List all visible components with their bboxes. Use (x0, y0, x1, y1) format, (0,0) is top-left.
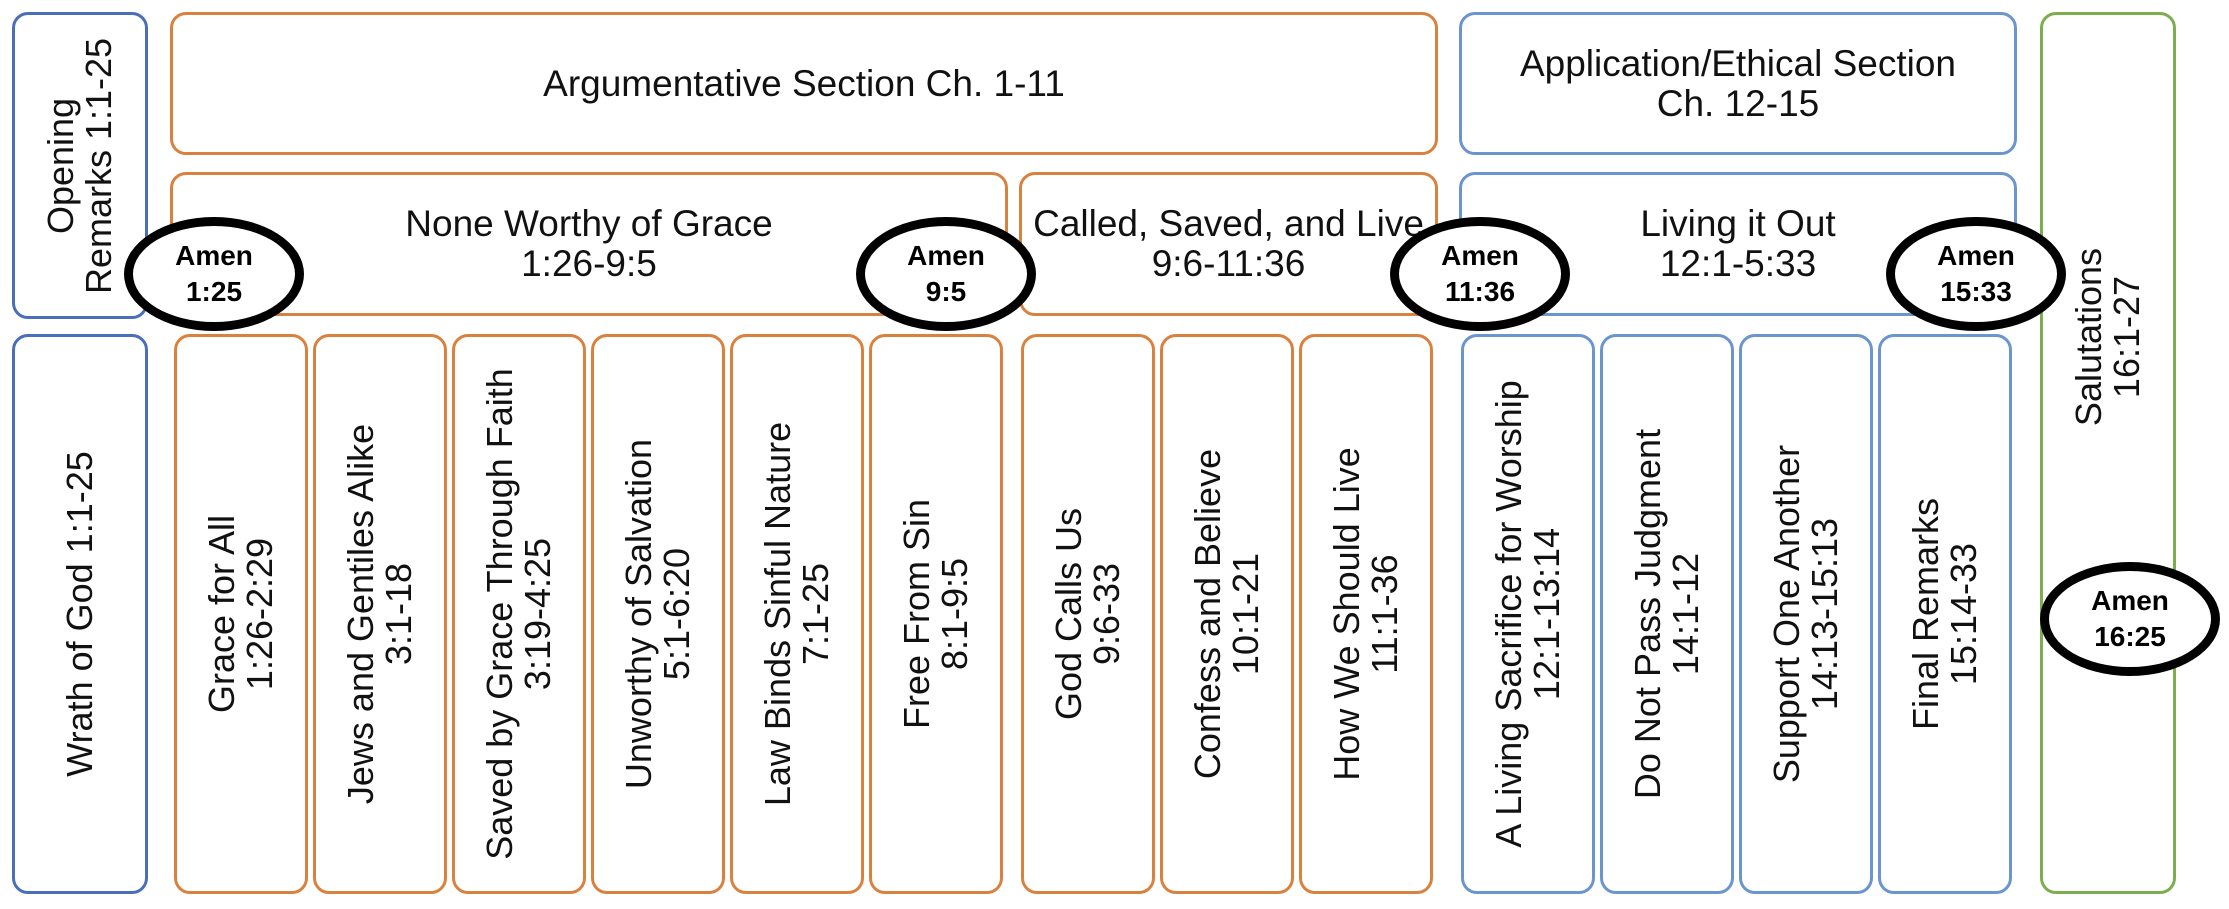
column-title: Confess and Believe (1187, 448, 1228, 780)
column-how-we-should-live: How We Should Live 11:1-36 (1299, 334, 1433, 894)
column-do-not-pass-judgment: Do Not Pass Judgment 14:1-12 (1600, 334, 1734, 894)
column-ref: 5:1-6:20 (656, 547, 697, 681)
living-it-out-line1: Living it Out (1640, 203, 1836, 244)
column-final-remarks: Final Remarks 15:14-33 (1878, 334, 2012, 894)
amen-word: Amen (1937, 240, 2015, 271)
column-free-from-sin: Free From Sin 8:1-9:5 (869, 334, 1003, 894)
column-title: Law Binds Sinful Nature (757, 421, 798, 807)
column-title: Support One Another (1766, 444, 1807, 784)
column-support-one-another: Support One Another 14:13-15:13 (1739, 334, 1873, 894)
column-title: A Living Sacrifice for Worship (1488, 380, 1529, 848)
salutations-label: Salutations 16:1-27 (2068, 247, 2147, 427)
argumentative-section-title: Argumentative Section Ch. 1-11 (543, 62, 1065, 104)
column-grace-for-all: Grace for All 1:26-2:29 (174, 334, 308, 894)
column-ref: 15:14-33 (1943, 542, 1984, 686)
column-title: Saved by Grace Through Faith (479, 368, 521, 860)
column-title: Unworthy of Salvation (618, 438, 659, 790)
column-title: Jews and Gentiles Alike (340, 423, 382, 805)
none-worthy-box: None Worthy of Grace 1:26-9:5 (170, 172, 1008, 316)
amen-word: Amen (1441, 240, 1519, 271)
amen-ref: 1:25 (185, 276, 243, 307)
column-ref: 10:1-21 (1225, 552, 1266, 676)
column-ref: 9:6-33 (1086, 562, 1127, 666)
amen-badge-11-36: Amen 11:36 (1390, 217, 1570, 331)
column-ref: 3:19-4:25 (517, 537, 559, 691)
column-title: God Calls Us (1048, 507, 1089, 721)
column-title: Grace for All (201, 514, 243, 714)
column-ref: 14:1-12 (1665, 552, 1706, 676)
amen-ref: 15:33 (1940, 276, 2012, 307)
amen-ref: 9:5 (925, 276, 967, 307)
application-section-line1: Application/Ethical Section (1519, 42, 1957, 84)
column-ref: 1:26-2:29 (239, 537, 281, 691)
amen-word: Amen (175, 240, 253, 271)
column-confess-and-believe: Confess and Believe 10:1-21 (1160, 334, 1294, 894)
none-worthy-line1: None Worthy of Grace (405, 203, 773, 244)
column-jews-and-gentiles: Jews and Gentiles Alike 3:1-18 (313, 334, 447, 894)
column-ref: 11:1-36 (1364, 554, 1406, 674)
argumentative-section-box: Argumentative Section Ch. 1-11 (170, 12, 1438, 155)
living-it-out-label: Living it Out 12:1-5:33 (1640, 204, 1835, 284)
application-section-line2: Ch. 12-15 (1656, 82, 1820, 124)
column-title: Final Remarks (1905, 497, 1946, 731)
column-unworthy-of-salvation: Unworthy of Salvation 5:1-6:20 (591, 334, 725, 894)
amen-ref: 16:25 (2094, 621, 2166, 652)
amen-badge-1-25: Amen 1:25 (124, 217, 304, 331)
wrath-of-god-box: Wrath of God 1:1-25 (12, 334, 148, 894)
application-section-box: Application/Ethical Section Ch. 12-15 (1459, 12, 2017, 155)
called-saved-line2: 9:6-11:36 (1151, 243, 1306, 284)
column-living-sacrifice: A Living Sacrifice for Worship 12:1-13:14 (1461, 334, 1595, 894)
column-ref: 14:13-15:13 (1804, 517, 1845, 711)
opening-remarks-label: Opening Remarks 1:1-25 (40, 37, 120, 294)
called-saved-line1: Called, Saved, and Live (1033, 203, 1424, 244)
column-title: How We Should Live (1326, 447, 1368, 781)
amen-word: Amen (2091, 585, 2169, 616)
application-section-label: Application/Ethical Section Ch. 12-15 (1519, 42, 1957, 124)
amen-badge-16-25: Amen 16:25 (2040, 562, 2220, 676)
none-worthy-line2: 1:26-9:5 (521, 243, 657, 284)
column-title: Do Not Pass Judgment (1627, 428, 1668, 800)
called-saved-label: Called, Saved, and Live 9:6-11:36 (1033, 204, 1424, 284)
salutations-box: Salutations 16:1-27 (2040, 12, 2176, 894)
salutations-line2: 16:1-27 (2106, 275, 2147, 399)
column-law-binds: Law Binds Sinful Nature 7:1-25 (730, 334, 864, 894)
column-ref: 3:1-18 (378, 562, 420, 666)
column-ref: 7:1-25 (795, 562, 836, 666)
column-saved-by-grace: Saved by Grace Through Faith 3:19-4:25 (452, 334, 586, 894)
column-ref: 12:1-13:14 (1526, 527, 1567, 701)
amen-ref: 11:36 (1444, 276, 1516, 307)
opening-remarks-line1: Opening (40, 97, 82, 234)
wrath-of-god-label: Wrath of God 1:1-25 (59, 451, 101, 777)
amen-word: Amen (907, 240, 985, 271)
living-it-out-line2: 12:1-5:33 (1659, 243, 1817, 284)
column-god-calls-us: God Calls Us 9:6-33 (1021, 334, 1155, 894)
opening-remarks-box: Opening Remarks 1:1-25 (12, 12, 148, 319)
salutations-line1: Salutations (2068, 247, 2109, 427)
none-worthy-label: None Worthy of Grace 1:26-9:5 (405, 204, 772, 284)
called-saved-box: Called, Saved, and Live 9:6-11:36 (1019, 172, 1438, 316)
column-ref: 8:1-9:5 (934, 557, 976, 671)
amen-badge-9-5: Amen 9:5 (856, 217, 1036, 331)
opening-remarks-line2: Remarks 1:1-25 (78, 37, 120, 294)
amen-badge-15-33: Amen 15:33 (1886, 217, 2066, 331)
column-title: Free From Sin (896, 498, 938, 730)
